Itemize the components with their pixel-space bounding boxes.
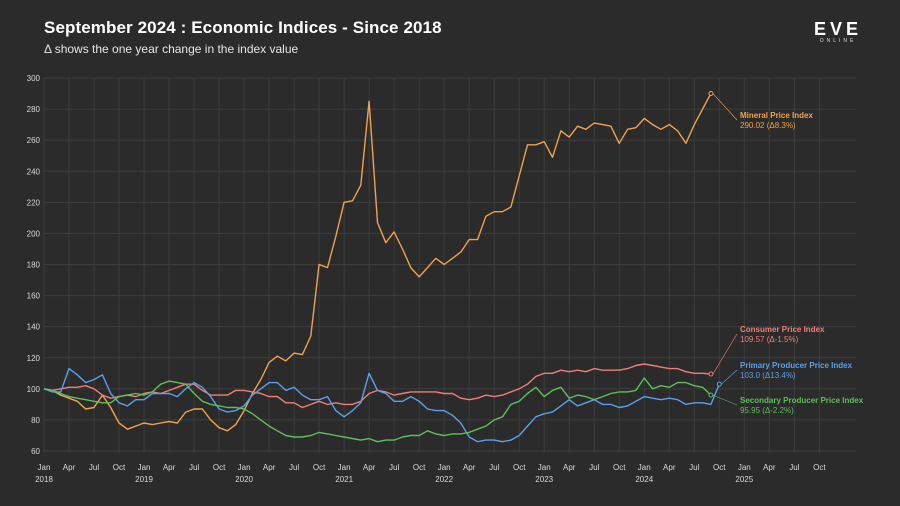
series-endpoint-primary <box>716 381 722 387</box>
series-lines <box>43 91 722 443</box>
x-tick-month-label: Jan <box>38 463 51 472</box>
series-endpoint-secondary <box>708 392 714 398</box>
x-tick-month-label: Oct <box>513 463 526 472</box>
annotation-value-mineral: 290.02 (Δ8.3%) <box>740 121 796 130</box>
x-tick-month-label: Jan <box>638 463 651 472</box>
chart-subtitle: Δ shows the one year change in the index… <box>44 42 299 56</box>
series-line-primary <box>43 367 720 443</box>
y-tick-label: 280 <box>27 105 41 114</box>
x-tick-month-label: Apr <box>63 463 76 472</box>
x-tick-month-label: Jul <box>89 463 99 472</box>
y-tick-label: 160 <box>27 292 41 301</box>
annotation-leader-consumer <box>712 333 738 375</box>
x-tick-month-label: Apr <box>763 463 776 472</box>
x-tick-month-label: Jan <box>238 463 251 472</box>
y-tick-label: 140 <box>27 323 41 332</box>
x-tick-year-label: 2021 <box>335 475 353 484</box>
series-line-mineral <box>43 93 712 432</box>
x-tick-month-label: Jul <box>489 463 499 472</box>
x-tick-month-label: Oct <box>813 463 826 472</box>
y-axis-ticks: 60 80 100 120 140 160 180 200 220 240 260 280 300 <box>27 74 41 456</box>
annotation-value-consumer: 109.57 (Δ-1.5%) <box>740 335 799 344</box>
y-tick-label: 120 <box>27 354 41 363</box>
annotation-value-secondary: 95.95 (Δ-2.2%) <box>740 406 794 415</box>
x-tick-month-label: Apr <box>463 463 476 472</box>
annotation-name-mineral: Mineral Price Index <box>740 111 813 120</box>
x-tick-month-label: Jul <box>789 463 799 472</box>
x-tick-month-label: Apr <box>563 463 576 472</box>
y-tick-label: 220 <box>27 198 41 207</box>
series-endpoint-mineral <box>708 91 714 97</box>
x-tick-year-label: 2018 <box>35 475 53 484</box>
annotation-name-primary: Primary Producer Price Index <box>740 361 853 370</box>
x-tick-year-label: 2020 <box>235 475 253 484</box>
x-tick-month-label: Apr <box>663 463 676 472</box>
series-line-secondary <box>43 377 712 443</box>
annotation-leader-secondary <box>712 394 738 406</box>
x-axis-ticks: Jan 2018 Apr Jul Oct Jan 2019 Apr Jul Oct Jan 2020 A… <box>35 463 826 484</box>
x-tick-month-label: Jan <box>338 463 351 472</box>
x-tick-month-label: Jan <box>138 463 151 472</box>
x-tick-year-label: 2023 <box>535 475 553 484</box>
x-tick-month-label: Jan <box>738 463 751 472</box>
x-tick-month-label: Jul <box>289 463 299 472</box>
y-tick-label: 200 <box>27 229 41 238</box>
series-endpoint-consumer <box>708 371 714 377</box>
x-tick-month-label: Jul <box>689 463 699 472</box>
logo-sub-text: ONLINE <box>819 38 857 44</box>
x-tick-month-label: Oct <box>613 463 626 472</box>
x-tick-month-label: Apr <box>363 463 376 472</box>
y-tick-label: 240 <box>27 167 41 176</box>
x-tick-year-label: 2019 <box>135 475 153 484</box>
x-tick-month-label: Oct <box>313 463 326 472</box>
grid <box>43 77 856 453</box>
annotation-name-secondary: Secondary Producer Price Index <box>740 396 864 405</box>
y-tick-label: 180 <box>27 261 41 270</box>
y-tick-label: 300 <box>27 74 41 83</box>
eve-online-logo: EVE ONLINE <box>812 20 864 44</box>
annotation-leader-mineral <box>712 93 738 121</box>
x-tick-month-label: Apr <box>263 463 276 472</box>
x-tick-month-label: Jul <box>189 463 199 472</box>
y-tick-label: 100 <box>27 385 41 394</box>
x-tick-month-label: Jul <box>389 463 399 472</box>
x-tick-month-label: Apr <box>163 463 176 472</box>
logo-main-text: EVE <box>813 19 863 39</box>
x-tick-month-label: Oct <box>213 463 226 472</box>
chart-title: September 2024 : Economic Indices - Sinc… <box>44 18 442 37</box>
y-tick-label: 260 <box>27 136 41 145</box>
x-tick-month-label: Jan <box>438 463 451 472</box>
y-tick-label: 60 <box>31 447 40 456</box>
x-tick-month-label: Oct <box>413 463 426 472</box>
x-tick-month-label: Oct <box>113 463 126 472</box>
x-tick-month-label: Oct <box>713 463 726 472</box>
x-tick-month-label: Jan <box>538 463 551 472</box>
x-tick-year-label: 2022 <box>435 475 453 484</box>
x-tick-month-label: Jul <box>589 463 599 472</box>
annotation-name-consumer: Consumer Price Index <box>740 325 825 334</box>
annotation-leader-primary <box>721 369 738 385</box>
annotation-value-primary: 103.0 (Δ13.4%) <box>740 371 796 380</box>
x-tick-year-label: 2024 <box>635 475 653 484</box>
x-tick-year-label: 2025 <box>735 475 753 484</box>
y-tick-label: 80 <box>31 416 40 425</box>
